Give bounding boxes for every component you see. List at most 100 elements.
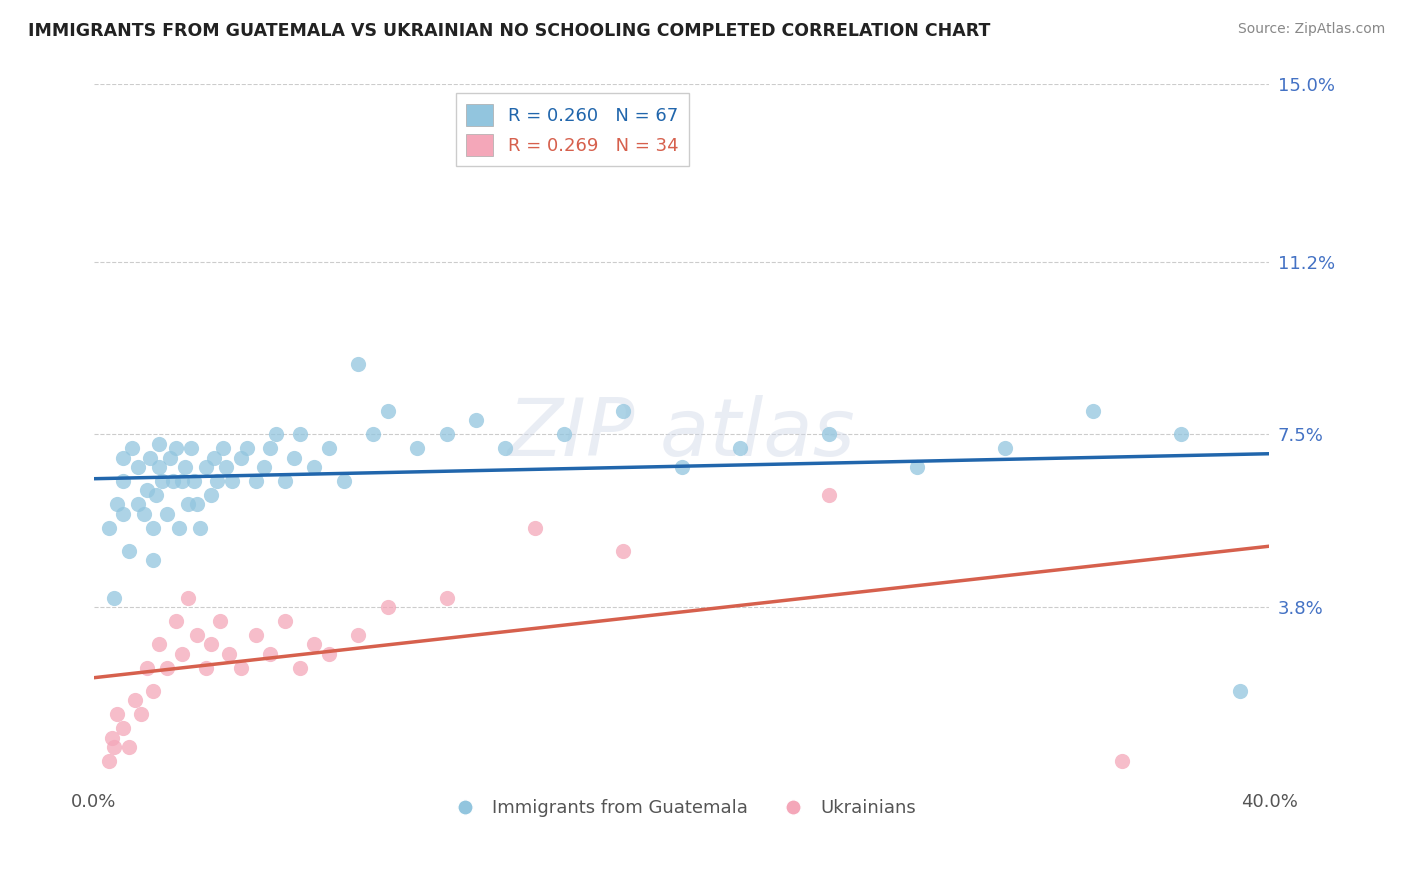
Point: [186, 628, 208, 642]
Point: [177, 498, 200, 512]
Point: [148, 460, 170, 475]
Point: [245, 474, 267, 488]
Point: [347, 358, 370, 372]
Point: [107, 498, 129, 512]
Point: [259, 442, 281, 456]
Point: [377, 404, 399, 418]
Point: [671, 460, 693, 475]
Point: [112, 507, 135, 521]
Point: [167, 521, 190, 535]
Point: [274, 614, 297, 628]
Point: [436, 591, 458, 605]
Point: [318, 442, 340, 456]
Point: [150, 474, 173, 488]
Point: [172, 647, 194, 661]
Point: [612, 404, 634, 418]
Point: [523, 521, 546, 535]
Point: [207, 474, 229, 488]
Point: [145, 488, 167, 502]
Point: [553, 427, 575, 442]
Point: [730, 442, 752, 456]
Point: [283, 450, 305, 465]
Point: [148, 637, 170, 651]
Point: [1111, 754, 1133, 768]
Point: [1229, 684, 1251, 698]
Legend: Immigrants from Guatemala, Ukrainians: Immigrants from Guatemala, Ukrainians: [440, 792, 924, 824]
Point: [148, 436, 170, 450]
Point: [347, 628, 370, 642]
Point: [127, 460, 149, 475]
Point: [156, 507, 179, 521]
Point: [212, 442, 235, 456]
Point: [112, 474, 135, 488]
Point: [112, 450, 135, 465]
Point: [202, 450, 225, 465]
Point: [172, 474, 194, 488]
Point: [177, 591, 200, 605]
Point: [183, 474, 205, 488]
Point: [118, 544, 141, 558]
Point: [288, 427, 311, 442]
Point: [121, 442, 143, 456]
Point: [112, 722, 135, 736]
Text: Source: ZipAtlas.com: Source: ZipAtlas.com: [1237, 22, 1385, 37]
Point: [200, 637, 222, 651]
Point: [1081, 404, 1104, 418]
Text: IMMIGRANTS FROM GUATEMALA VS UKRAINIAN NO SCHOOLING COMPLETED CORRELATION CHART: IMMIGRANTS FROM GUATEMALA VS UKRAINIAN N…: [28, 22, 990, 40]
Point: [165, 614, 187, 628]
Point: [97, 754, 120, 768]
Point: [194, 661, 217, 675]
Point: [132, 507, 155, 521]
Point: [612, 544, 634, 558]
Point: [218, 647, 240, 661]
Point: [127, 498, 149, 512]
Point: [188, 521, 211, 535]
Point: [817, 488, 839, 502]
Point: [221, 474, 243, 488]
Point: [406, 442, 429, 456]
Point: [817, 427, 839, 442]
Point: [229, 661, 252, 675]
Point: [180, 442, 202, 456]
Point: [135, 483, 157, 498]
Point: [186, 498, 208, 512]
Point: [142, 684, 165, 698]
Point: [274, 474, 297, 488]
Point: [142, 521, 165, 535]
Point: [174, 460, 197, 475]
Point: [142, 553, 165, 567]
Point: [103, 740, 125, 755]
Point: [304, 460, 326, 475]
Point: [124, 693, 146, 707]
Point: [118, 740, 141, 755]
Point: [318, 647, 340, 661]
Point: [994, 442, 1017, 456]
Point: [103, 591, 125, 605]
Text: ZIP atlas: ZIP atlas: [508, 395, 855, 474]
Point: [264, 427, 287, 442]
Point: [235, 442, 257, 456]
Point: [156, 661, 179, 675]
Point: [194, 460, 217, 475]
Point: [464, 413, 486, 427]
Point: [377, 600, 399, 615]
Point: [1170, 427, 1192, 442]
Point: [162, 474, 184, 488]
Point: [304, 637, 326, 651]
Point: [100, 731, 122, 745]
Point: [135, 661, 157, 675]
Point: [332, 474, 354, 488]
Point: [229, 450, 252, 465]
Point: [200, 488, 222, 502]
Point: [165, 442, 187, 456]
Point: [139, 450, 162, 465]
Point: [288, 661, 311, 675]
Y-axis label: No Schooling Completed: No Schooling Completed: [0, 333, 8, 537]
Point: [494, 442, 516, 456]
Point: [259, 647, 281, 661]
Point: [209, 614, 232, 628]
Point: [905, 460, 928, 475]
Point: [107, 707, 129, 722]
Point: [159, 450, 181, 465]
Point: [253, 460, 276, 475]
